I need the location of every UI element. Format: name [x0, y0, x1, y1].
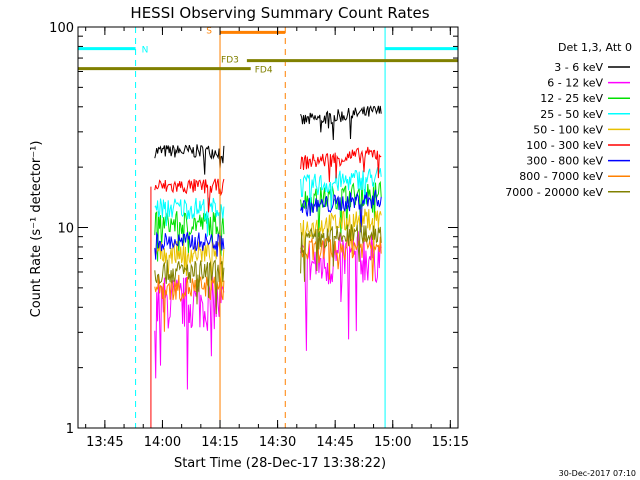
series-trace: [300, 166, 382, 214]
series-trace: [300, 208, 382, 264]
legend-label: 3 - 6 keV: [554, 61, 603, 74]
series-trace: [300, 222, 382, 282]
legend-label: 300 - 800 keV: [526, 155, 603, 168]
x-axis-label: Start Time (28-Dec-17 13:38:22): [174, 456, 386, 471]
x-tick-label: 14:00: [144, 435, 181, 450]
legend-label: 100 - 300 keV: [526, 139, 603, 152]
x-tick-label: 14:45: [316, 435, 353, 450]
legend: Det 1,3, Att 0 3 - 6 keV 6 - 12 keV 12 - 25…: [505, 41, 632, 199]
series-trace: [300, 233, 382, 282]
series-3: [154, 166, 382, 238]
series-7: [154, 233, 382, 332]
footer-timestamp: 30-Dec-2017 07:10: [559, 469, 636, 478]
legend-label: 50 - 100 keV: [533, 123, 603, 136]
legend-label: 6 - 12 keV: [547, 77, 603, 90]
x-tick-label: 13:45: [86, 435, 123, 450]
series-trace: [154, 274, 225, 332]
chart-title: HESSI Observing Summary Count Rates: [130, 4, 429, 22]
series-trace: [154, 231, 225, 260]
series-trace: [300, 229, 382, 351]
plot-frame: [77, 26, 459, 429]
series-5: [154, 146, 382, 213]
legend-label: 12 - 25 keV: [540, 92, 603, 105]
legend-title: Det 1,3, Att 0: [558, 41, 632, 54]
flag-label: FD4: [255, 66, 273, 76]
series-trace: [154, 178, 225, 213]
legend-label: 800 - 7000 keV: [519, 170, 603, 183]
x-tick-label: 14:30: [259, 435, 296, 450]
series-trace: [300, 189, 382, 233]
flag-bars: N S FD3 FD4: [78, 26, 458, 76]
series-6: [154, 189, 382, 260]
y-axis-label: Count Rate (s⁻¹ detector⁻¹): [29, 141, 44, 318]
x-tick-label: 15:15: [432, 435, 469, 450]
y-tick-label: 1: [66, 422, 74, 437]
legend-label: 7000 - 20000 keV: [505, 186, 603, 199]
flag-label: N: [142, 46, 149, 56]
y-tick-label: 100: [49, 21, 74, 36]
vertical-markers: [77, 27, 459, 428]
series-trace: [154, 144, 225, 175]
series-8: [154, 222, 382, 315]
x-tick-label: 14:15: [201, 435, 238, 450]
y-tick-label: 10: [57, 222, 74, 237]
series-trace: [300, 105, 382, 141]
series-trace: [300, 146, 382, 183]
axes: 13:45 14:00 14:15 14:30 14:45 15:00 15:15 1 10 10…: [49, 21, 469, 450]
flag-label: FD3: [221, 56, 239, 66]
legend-label: 25 - 50 keV: [540, 108, 603, 121]
x-tick-label: 15:00: [374, 435, 411, 450]
series-trace: [154, 259, 225, 315]
data-layer: [150, 105, 382, 428]
series-0: [154, 105, 382, 175]
series-trace: [154, 197, 225, 238]
flag-label: S: [206, 26, 212, 36]
